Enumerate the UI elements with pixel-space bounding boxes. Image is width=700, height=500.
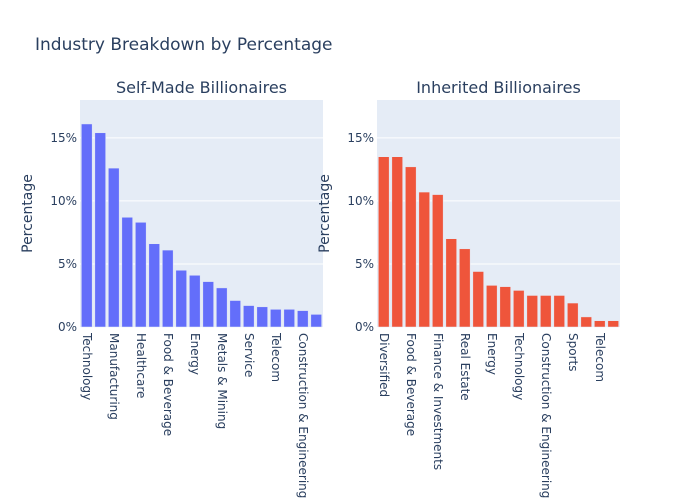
x-tick-label: Manufacturing <box>107 333 121 420</box>
subplot-title: Inherited Billionaires <box>416 78 581 97</box>
bar[interactable] <box>243 305 255 328</box>
bar[interactable] <box>486 285 498 328</box>
bar[interactable] <box>297 310 309 328</box>
bar[interactable] <box>553 295 565 328</box>
bar[interactable] <box>540 295 552 328</box>
x-tick-label: Technology <box>80 332 94 400</box>
bar[interactable] <box>526 295 538 328</box>
y-tick-label: 10% <box>50 194 77 208</box>
y-axis-label: Percentage <box>317 174 333 253</box>
x-tick-label: Finance & Investments <box>431 333 445 470</box>
y-tick-label: 0% <box>355 320 374 334</box>
bar[interactable] <box>594 320 606 328</box>
bar[interactable] <box>270 309 282 328</box>
x-tick-label: Telecom <box>593 332 607 382</box>
x-tick-label: Energy <box>188 333 202 375</box>
y-axis-label: Percentage <box>20 174 36 253</box>
x-tick-label: Telecom <box>269 332 283 382</box>
bar[interactable] <box>256 306 268 328</box>
bar[interactable] <box>567 302 579 328</box>
bar[interactable] <box>135 222 147 328</box>
bar[interactable] <box>472 271 484 328</box>
bar[interactable] <box>459 248 471 328</box>
y-tick-label: 5% <box>355 257 374 271</box>
bar[interactable] <box>513 290 525 328</box>
x-tick-label: Technology <box>512 332 526 400</box>
x-tick-label: Real Estate <box>458 333 472 401</box>
bar[interactable] <box>432 194 444 328</box>
x-tick-label: Service <box>242 333 256 377</box>
bar[interactable] <box>108 167 120 328</box>
bar[interactable] <box>499 286 511 328</box>
bar[interactable] <box>94 132 106 328</box>
x-tick-label: Food & Beverage <box>404 333 418 436</box>
bar[interactable] <box>229 300 241 328</box>
bar[interactable] <box>216 287 228 328</box>
y-tick-label: 10% <box>347 194 374 208</box>
x-tick-label: Food & Beverage <box>161 333 175 436</box>
y-tick-label: 15% <box>50 131 77 145</box>
x-tick-label: Metals & Mining <box>215 333 229 429</box>
bar[interactable] <box>175 270 187 328</box>
bar[interactable] <box>405 166 417 328</box>
inherited-panel: Inherited Billionaires Percentage 0% 5% 10… <box>317 78 620 498</box>
x-tick-label: Construction & Engineering <box>539 333 553 498</box>
subplot-title: Self-Made Billionaires <box>116 78 287 97</box>
bar[interactable] <box>418 191 430 328</box>
y-tick-label: 0% <box>58 320 77 334</box>
x-tick-label: Diversified <box>377 333 391 397</box>
bar[interactable] <box>81 123 93 328</box>
bar[interactable] <box>202 281 214 328</box>
bar[interactable] <box>378 156 390 328</box>
x-tick-label: Sports <box>566 333 580 371</box>
self-made-panel: Self-Made Billionaires Percentage 0% 5% 10… <box>20 78 323 498</box>
bar[interactable] <box>162 249 174 328</box>
bar[interactable] <box>189 275 201 328</box>
y-tick-label: 5% <box>58 257 77 271</box>
bar[interactable] <box>580 316 592 328</box>
bar[interactable] <box>310 314 322 328</box>
y-tick-label: 15% <box>347 131 374 145</box>
x-tick-label: Energy <box>485 333 499 375</box>
chart-title: Industry Breakdown by Percentage <box>35 35 333 55</box>
bar[interactable] <box>283 309 295 328</box>
x-tick-label: Healthcare <box>134 333 148 398</box>
bar[interactable] <box>445 238 457 328</box>
bar[interactable] <box>391 156 403 328</box>
bar[interactable] <box>148 243 160 328</box>
bar[interactable] <box>121 217 133 328</box>
x-tick-label: Construction & Engineering <box>296 333 310 498</box>
bar[interactable] <box>607 320 619 328</box>
